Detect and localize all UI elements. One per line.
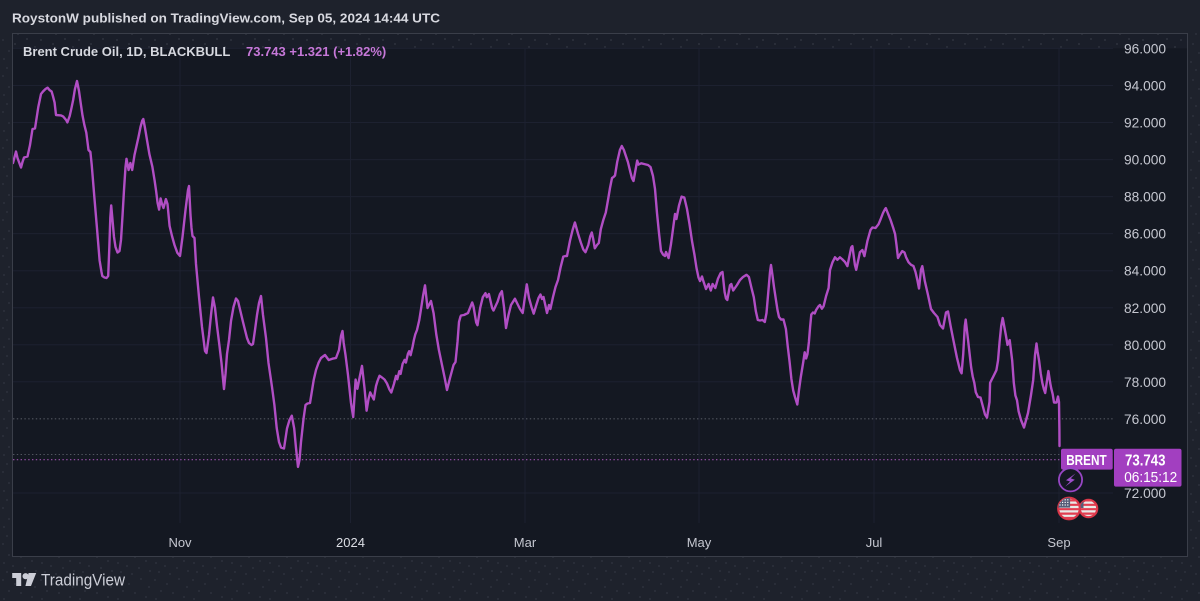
svg-text:2024: 2024: [336, 535, 365, 550]
svg-text:May: May: [687, 535, 712, 550]
svg-text:90.000: 90.000: [1124, 152, 1166, 168]
svg-text:Brent Crude Oil, 1D, BLACKBULL: Brent Crude Oil, 1D, BLACKBULL: [23, 44, 230, 59]
svg-text:94.000: 94.000: [1124, 78, 1166, 94]
svg-text:96.000: 96.000: [1124, 40, 1166, 56]
svg-text:78.000: 78.000: [1124, 374, 1166, 390]
svg-text:Jul: Jul: [866, 535, 883, 550]
svg-text:06:15:12: 06:15:12: [1124, 470, 1177, 486]
svg-text:84.000: 84.000: [1124, 263, 1166, 279]
svg-text:Sep: Sep: [1047, 535, 1070, 550]
svg-text:76.000: 76.000: [1124, 411, 1166, 427]
svg-text:82.000: 82.000: [1124, 300, 1166, 316]
svg-text:Mar: Mar: [514, 535, 537, 550]
svg-text:BRENT: BRENT: [1066, 452, 1107, 469]
svg-text:92.000: 92.000: [1124, 115, 1166, 131]
svg-text:80.000: 80.000: [1124, 337, 1166, 353]
svg-text:RoystonW published on TradingV: RoystonW published on TradingView.com, S…: [12, 11, 441, 26]
svg-text:73.743: 73.743: [1125, 452, 1166, 469]
svg-text:72.000: 72.000: [1124, 485, 1166, 501]
svg-text:TradingView: TradingView: [41, 571, 126, 590]
svg-text:Nov: Nov: [168, 535, 192, 550]
svg-text:88.000: 88.000: [1124, 189, 1166, 205]
svg-text:86.000: 86.000: [1124, 226, 1166, 242]
svg-text:73.743 +1.321 (+1.82%): 73.743 +1.321 (+1.82%): [246, 44, 386, 59]
